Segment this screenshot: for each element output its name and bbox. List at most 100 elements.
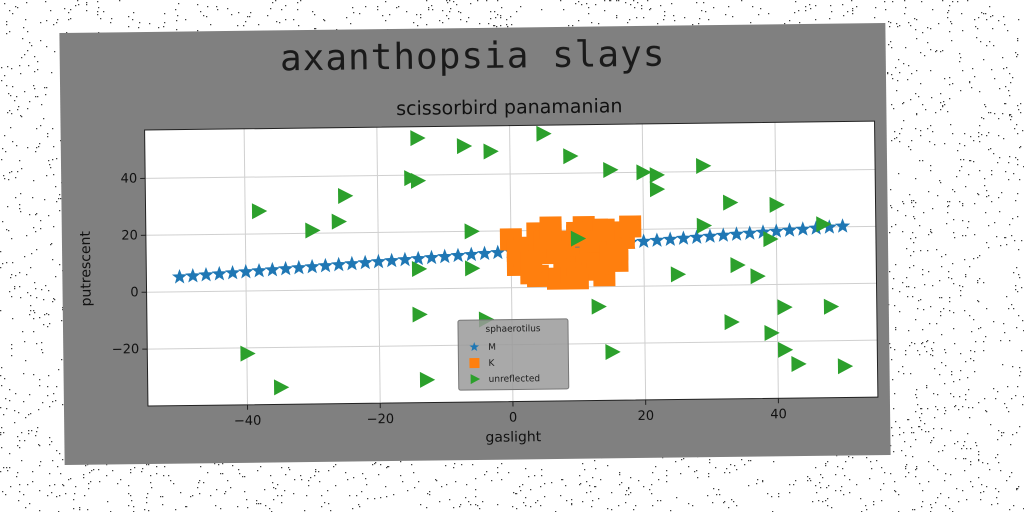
point-m	[264, 261, 280, 277]
figure: axanthopsia slays −40 −20 0 20 40 −20 0 20 40 sci…	[59, 22, 891, 466]
legend-label-unreflected: unreflected	[489, 374, 541, 385]
point-unreflected	[777, 341, 794, 358]
point-m	[304, 258, 320, 274]
point-unreflected	[305, 222, 321, 239]
point-unreflected	[649, 167, 665, 184]
point-k	[566, 267, 589, 290]
point-m	[251, 262, 267, 278]
point-unreflected	[769, 196, 785, 213]
point-m	[715, 227, 731, 242]
y-gridline	[146, 282, 877, 293]
point-m	[755, 224, 771, 239]
x-gridline	[774, 122, 779, 399]
point-unreflected	[777, 299, 793, 316]
legend-marker-k	[469, 357, 480, 369]
point-m	[649, 232, 665, 247]
point-m	[344, 255, 360, 271]
point-unreflected	[563, 148, 579, 165]
y-gridline	[145, 168, 876, 179]
point-unreflected	[723, 194, 739, 211]
point-m	[331, 256, 347, 272]
point-m	[689, 229, 705, 244]
point-unreflected	[724, 314, 740, 331]
point-m	[198, 266, 214, 282]
x-gridline	[376, 127, 381, 404]
point-m	[821, 219, 837, 234]
point-m	[636, 233, 652, 248]
point-unreflected	[464, 260, 481, 277]
point-unreflected	[837, 358, 854, 375]
point-m	[781, 222, 798, 237]
legend-title: sphaerotilus	[485, 324, 541, 335]
point-unreflected	[823, 298, 840, 315]
point-m	[291, 259, 307, 275]
point-k	[519, 250, 543, 274]
point-m	[450, 247, 466, 263]
point-unreflected	[570, 230, 587, 247]
point-m	[238, 263, 254, 279]
y-axis-label: putrescent	[78, 231, 95, 307]
x-tick-label: −20	[367, 412, 395, 427]
point-unreflected	[591, 298, 607, 315]
point-m	[768, 223, 784, 238]
point-m	[317, 257, 334, 273]
point-k	[546, 236, 569, 259]
scatter-chart: −40 −20 0 20 40 −20 0 20 40 scissorbird panamania…	[78, 95, 879, 446]
point-unreflected	[605, 344, 621, 361]
point-m	[463, 246, 479, 262]
point-m	[662, 231, 678, 246]
point-k	[539, 219, 562, 242]
point-k	[599, 244, 622, 267]
y-tick-label: 0	[130, 285, 138, 300]
point-unreflected	[410, 172, 427, 189]
point-unreflected	[696, 217, 713, 234]
legend-label-m: M	[488, 343, 496, 353]
point-unreflected	[764, 325, 780, 342]
point-m	[476, 245, 493, 261]
x-axis-label: gaslight	[485, 429, 541, 446]
point-unreflected	[636, 164, 652, 181]
point-k	[592, 218, 615, 241]
point-unreflected	[483, 143, 499, 160]
point-unreflected	[412, 306, 428, 323]
point-unreflected	[419, 371, 436, 388]
x-tick-label: 40	[770, 407, 787, 422]
point-unreflected	[411, 261, 428, 278]
point-m	[808, 220, 824, 235]
point-m	[171, 269, 188, 284]
point-m	[728, 226, 745, 241]
point-unreflected	[337, 187, 354, 204]
point-m	[675, 230, 692, 245]
y-tick-label: 20	[121, 228, 138, 243]
point-unreflected	[649, 181, 666, 198]
point-m	[490, 244, 506, 260]
point-unreflected	[791, 355, 807, 372]
point-m	[225, 264, 241, 280]
point-unreflected	[816, 216, 832, 233]
point-unreflected	[456, 138, 473, 155]
y-tick-label: 40	[121, 171, 138, 186]
point-m	[437, 248, 453, 264]
legend-marker-m	[469, 342, 480, 352]
point-unreflected	[464, 223, 480, 240]
x-tick-label: 0	[509, 410, 517, 425]
legend-marker-unreflected	[470, 374, 481, 385]
point-m	[742, 225, 758, 240]
point-m	[278, 260, 294, 276]
point-m	[397, 251, 413, 267]
point-unreflected	[536, 125, 552, 142]
point-m	[370, 253, 387, 269]
point-unreflected	[240, 345, 256, 362]
point-unreflected	[410, 130, 426, 147]
point-unreflected	[273, 379, 290, 396]
x-tick-label: 20	[637, 409, 654, 424]
legend-label-k: K	[488, 359, 495, 369]
x-tick-label: −40	[234, 414, 262, 429]
point-unreflected	[750, 268, 766, 285]
point-m	[834, 218, 851, 233]
point-m	[185, 267, 201, 283]
point-unreflected	[603, 161, 619, 178]
point-m	[423, 249, 440, 265]
point-unreflected	[730, 257, 746, 274]
point-k	[619, 215, 642, 238]
